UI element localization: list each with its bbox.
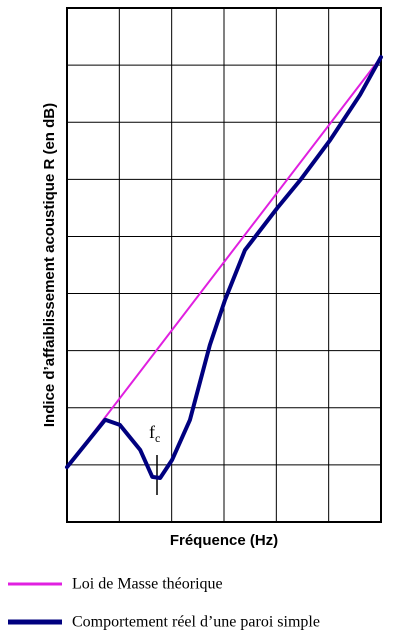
- plot-frame: [66, 7, 382, 523]
- x-axis-label: Fréquence (Hz): [170, 532, 278, 549]
- series-line: [66, 56, 382, 469]
- annotation-text: f: [149, 422, 155, 442]
- legend-label: Comportement réel d’une paroi simple: [72, 614, 320, 631]
- y-axis-label: Indice d’affaiblissement acoustique R (e…: [41, 103, 58, 427]
- series-line: [65, 55, 383, 481]
- annotation: fc: [149, 422, 160, 445]
- annotation-sub: c: [155, 431, 160, 445]
- legend-label: Loi de Masse théorique: [72, 576, 223, 593]
